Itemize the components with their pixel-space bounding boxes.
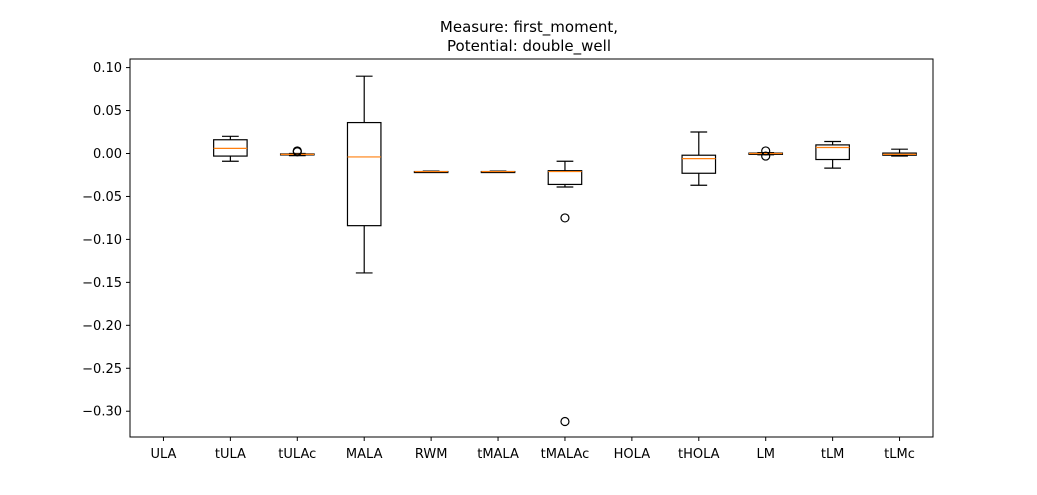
x-tick-label-rwm: RWM [415,447,448,462]
x-tick-label-tulac: tULAc [278,447,316,462]
x-tick-label-ula: ULA [150,447,176,462]
y-tick-label: 0.05 [93,104,122,119]
flier-lm [761,146,771,156]
y-tick-label: −0.25 [82,362,122,377]
x-tick-label-tmala: tMALA [477,447,519,462]
x-tick-label-tlmc: tLMc [884,447,915,462]
box-thola [681,154,717,174]
plot-area: 0.10 0.05 0.00 −0.05 −0.10 −0.15 −0.20 −0.25 −0.… [82,58,934,462]
flier-lm [761,151,771,161]
y-tick-label: −0.05 [82,190,122,205]
y-tick-label: −0.20 [82,319,122,334]
y-tick-label: −0.10 [82,233,122,248]
y-tick-label: −0.15 [82,276,122,291]
plot-frame [129,58,934,438]
y-tick-label: −0.30 [82,405,122,420]
box-tmalac [547,170,583,186]
flier-tulac [292,146,302,156]
x-tick-label-mala: MALA [346,447,383,462]
x-tick-label-tlm: tLM [821,447,845,462]
y-tick-label: 0.00 [93,147,122,162]
y-tick-label: 0.10 [93,61,122,76]
flier-tmalac [560,416,570,427]
x-tick-label-tula: tULA [215,447,246,462]
chart-title-line-2: Potential: double_well [447,37,611,56]
x-tick-label-lm: LM [756,447,774,462]
box-tlm [815,144,850,161]
x-tick-label-tmalac: tMALAc [541,447,590,462]
x-tick-label-thola: tHOLA [678,447,720,462]
flier-tmalac [560,213,570,223]
box-mala [346,121,382,227]
x-tick-label-hola: HOLA [614,447,651,462]
chart-title-line-1: Measure: first_moment, [440,18,618,37]
